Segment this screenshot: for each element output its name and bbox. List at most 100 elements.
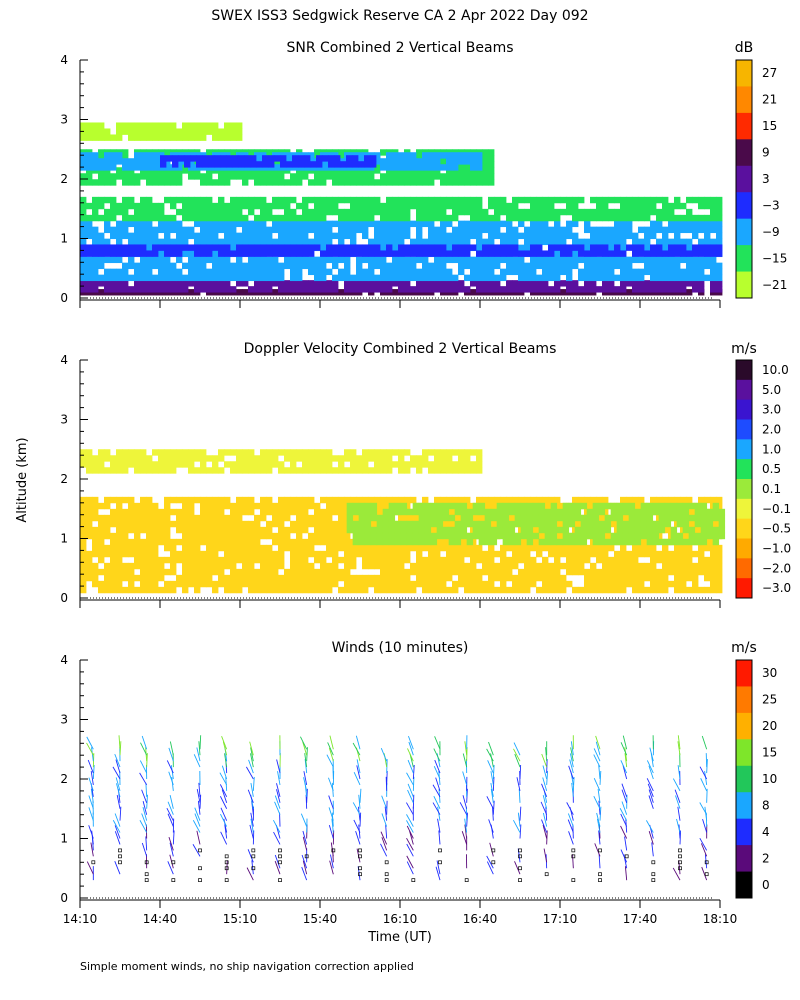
heat-cell: [476, 208, 483, 216]
heat-cell: [296, 574, 303, 582]
wind-barb: [199, 794, 202, 809]
heat-cell: [206, 568, 213, 576]
heat-cell: [212, 226, 219, 234]
heat-cell: [128, 580, 135, 588]
heat-cell: [668, 214, 675, 222]
heat-cell: [266, 149, 273, 156]
heat-cell: [668, 226, 675, 234]
heat-cell: [470, 449, 477, 456]
heat-cell: [536, 574, 543, 582]
heat-cell: [122, 173, 129, 180]
heat-cell: [514, 532, 522, 540]
heat-cell: [314, 508, 321, 516]
heat-cell: [524, 232, 531, 240]
heat-cell: [446, 250, 453, 257]
heat-cell: [670, 514, 678, 522]
heat-cell: [446, 556, 453, 564]
heat-cell: [338, 520, 345, 528]
snr-colorbar-unit: dB: [735, 40, 754, 56]
heat-cell: [694, 538, 702, 546]
heat-cell: [538, 526, 546, 534]
heat-cell: [536, 202, 543, 210]
colorbar-label: −3.0: [762, 581, 791, 595]
heat-cell: [242, 532, 249, 540]
heat-cell: [550, 532, 558, 540]
heat-cell: [224, 461, 231, 468]
heat-cell: [206, 196, 213, 204]
heat-cell: [418, 502, 426, 510]
heat-cell: [676, 514, 684, 522]
heat-cell: [640, 502, 648, 510]
heat-cell: [632, 544, 639, 552]
heat-cell: [434, 238, 441, 246]
heat-cell: [704, 196, 711, 204]
heat-cell: [308, 514, 315, 522]
heat-cell: [440, 202, 447, 210]
heat-cell: [704, 238, 711, 246]
heat-cell: [638, 574, 645, 582]
heat-cell: [532, 532, 540, 540]
heat-cell: [230, 502, 237, 510]
heat-cell: [188, 268, 195, 276]
heat-cell: [92, 532, 99, 540]
heat-cell: [664, 514, 672, 522]
heat-cell: [404, 179, 411, 186]
heat-cell: [512, 238, 519, 246]
heat-cell: [352, 508, 360, 516]
heat-cell: [428, 173, 435, 180]
heat-cell: [206, 538, 213, 546]
heat-cell: [526, 514, 534, 522]
wind-barb: [246, 867, 254, 881]
wind-barb: [407, 789, 414, 803]
heat-cell: [518, 250, 525, 257]
heat-cell: [170, 128, 177, 135]
heat-cell: [302, 173, 309, 180]
heat-cell: [644, 232, 651, 240]
heat-cell: [140, 538, 147, 546]
heat-cell: [212, 202, 219, 210]
heat-cell: [664, 508, 672, 516]
heat-cell: [494, 202, 501, 210]
heat-cell: [580, 520, 588, 528]
heat-cell: [338, 196, 345, 204]
heat-cell: [674, 256, 681, 264]
heat-cell: [188, 538, 195, 546]
heat-cell: [614, 550, 621, 558]
heat-cell: [146, 461, 153, 468]
heat-cell: [200, 280, 207, 287]
heat-cell: [224, 286, 231, 293]
wind-barb: [486, 861, 494, 875]
heat-cell: [308, 226, 315, 234]
heat-cell: [482, 250, 489, 257]
heat-cell: [488, 574, 495, 582]
heat-cell: [164, 262, 171, 270]
wind-barb: [462, 795, 468, 809]
heat-cell: [458, 173, 465, 180]
heat-cell: [158, 280, 165, 287]
wind-barb: [433, 766, 441, 780]
heat-cell: [586, 508, 594, 516]
heat-cell: [622, 520, 630, 528]
heat-cell: [206, 562, 213, 570]
heat-cell: [530, 202, 537, 210]
heat-cell: [356, 280, 363, 287]
heat-cell: [302, 208, 309, 216]
heat-cell: [238, 161, 245, 168]
heat-cell: [338, 244, 345, 251]
heat-cell: [422, 238, 429, 246]
heat-cell: [272, 289, 279, 296]
heat-cell: [92, 514, 99, 522]
heat-cell: [344, 496, 351, 504]
calm-marker: [278, 860, 282, 865]
heat-cell: [344, 220, 351, 228]
heat-cell: [146, 158, 153, 165]
heat-cell: [314, 149, 321, 156]
wind-barb: [168, 771, 174, 786]
heat-cell: [182, 508, 189, 516]
heat-cell: [578, 250, 585, 257]
wind-barb: [519, 824, 522, 839]
heat-cell: [428, 164, 435, 171]
heat-cell: [488, 244, 495, 251]
heat-cell: [152, 262, 159, 270]
heat-cell: [478, 538, 486, 546]
